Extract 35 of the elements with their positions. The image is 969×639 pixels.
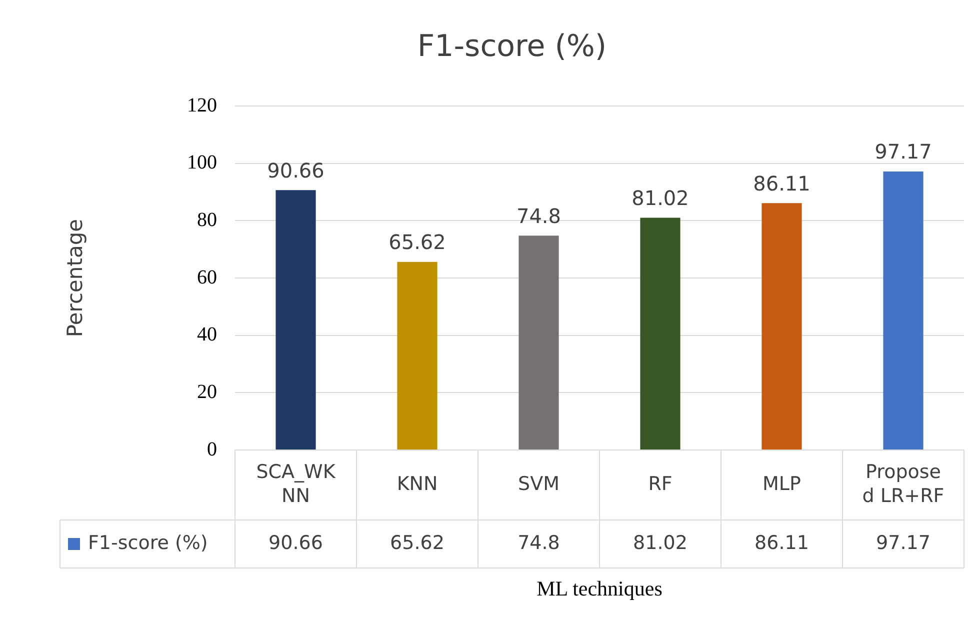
annotation: 90.66 bbox=[267, 158, 324, 182]
data-label: 86.11 bbox=[754, 532, 809, 554]
chart-title: F1-score (%) bbox=[417, 28, 607, 64]
bar bbox=[883, 171, 924, 450]
annotation: 86.11 bbox=[753, 171, 810, 196]
x-tick-label: SVM bbox=[518, 472, 560, 495]
bar bbox=[640, 218, 680, 450]
data-label: 74.8 bbox=[518, 532, 560, 554]
x-tick-label: Proposed LR+RF bbox=[862, 460, 944, 507]
annotation: 65.62 bbox=[388, 230, 446, 254]
y-tick-label: 120 bbox=[187, 94, 217, 116]
data-label: 97.17 bbox=[876, 532, 930, 554]
data-label: 90.66 bbox=[268, 532, 323, 554]
y-tick-label: 80 bbox=[197, 208, 217, 231]
y-tick-label: 60 bbox=[197, 266, 217, 288]
bar bbox=[276, 190, 316, 450]
x-axis-title: ML techniques bbox=[536, 576, 662, 601]
annotation: 97.17 bbox=[874, 140, 932, 164]
x-tick-label: KNN bbox=[396, 472, 438, 495]
bar bbox=[762, 203, 802, 450]
x-tick-label: MLP bbox=[762, 472, 801, 495]
y-tick-label: 40 bbox=[197, 324, 217, 346]
data-label: 65.62 bbox=[390, 532, 444, 554]
annotation: 74.8 bbox=[516, 204, 562, 228]
bar bbox=[397, 262, 438, 450]
data-label: 81.02 bbox=[633, 532, 688, 554]
annotation: 81.02 bbox=[632, 186, 689, 210]
y-tick-label: 20 bbox=[197, 380, 217, 403]
y-axis-title: Percentage bbox=[63, 218, 88, 338]
y-tick-label: 0 bbox=[207, 438, 217, 460]
x-tick-label: SCA_WKNN bbox=[256, 460, 336, 507]
bar bbox=[518, 236, 559, 450]
legend-label: F1-score (%) bbox=[88, 532, 208, 554]
x-tick-label: RF bbox=[648, 472, 672, 495]
y-tick-label: 100 bbox=[187, 152, 217, 174]
